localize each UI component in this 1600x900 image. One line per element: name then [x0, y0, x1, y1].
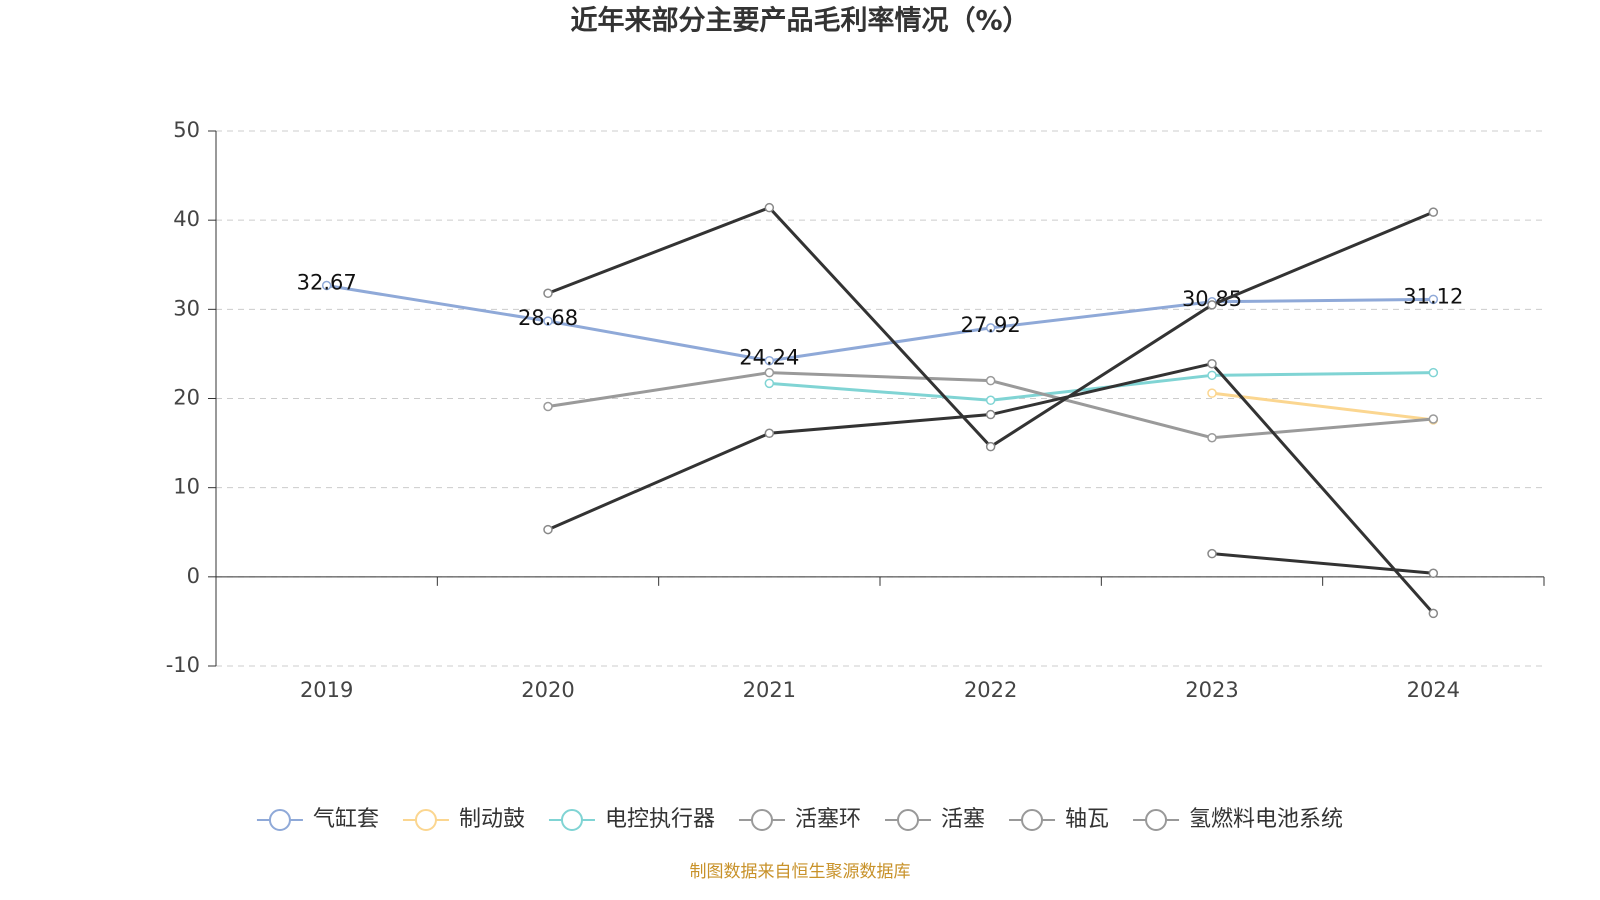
- data-point: [543, 401, 553, 412]
- data-point: [543, 288, 553, 299]
- legend-icon: [1021, 809, 1044, 831]
- y-tick-label: 0: [187, 564, 200, 588]
- data-point: [321, 280, 332, 291]
- legend-icon: [268, 809, 291, 831]
- data-point: [1428, 207, 1439, 217]
- data-point: [1207, 548, 1217, 559]
- data-point: [985, 441, 996, 452]
- legend-label: 制动鼓: [459, 807, 525, 832]
- x-tick-label: 2024: [1407, 678, 1460, 702]
- data-point: [1207, 388, 1217, 398]
- data-point: [1428, 294, 1439, 305]
- x-tick-label: 2019: [300, 678, 353, 702]
- data-point: [985, 395, 996, 406]
- data-point: [1428, 568, 1439, 579]
- chart-title: 近年来部分主要产品毛利率情况（%）: [570, 5, 1029, 37]
- legend: 气缸套 制动鼓 电控执行器 活塞环 活塞 轴瓦 氢燃料电池系统: [256, 807, 1343, 832]
- data-label: 24.24: [739, 346, 799, 370]
- data-point: [985, 375, 996, 386]
- y-tick-label: 40: [173, 207, 200, 231]
- legend-label: 气缸套: [313, 807, 379, 832]
- data-point: [1207, 300, 1217, 310]
- data-point: [764, 202, 775, 213]
- data-point: [1428, 414, 1439, 424]
- data-label: 32.67: [297, 271, 357, 295]
- data-label: 27.92: [961, 313, 1021, 337]
- data-point: [1207, 432, 1217, 443]
- legend-icon: [414, 809, 437, 831]
- data-point: [1207, 358, 1217, 369]
- legend-icon: [1145, 809, 1168, 831]
- y-tick-label: 20: [173, 386, 200, 410]
- data-point: [985, 323, 996, 333]
- source-note: 制图数据来自恒生聚源数据库: [690, 862, 911, 882]
- data-point: [985, 409, 996, 420]
- x-tick-label: 2023: [1185, 678, 1238, 702]
- x-tick-label: 2020: [521, 678, 574, 702]
- data-point: [764, 355, 775, 366]
- data-label: 31.12: [1403, 284, 1463, 308]
- legend-label: 氢燃料电池系统: [1189, 807, 1343, 832]
- x-tick-label: 2022: [964, 678, 1017, 702]
- series-line: [1211, 552, 1434, 575]
- series-line: [326, 284, 1434, 363]
- y-tick-label: -10: [166, 653, 200, 677]
- data-point: [543, 524, 553, 535]
- legend-label: 电控执行器: [605, 807, 715, 832]
- legend-icon: [750, 809, 773, 831]
- data-point: [764, 367, 775, 378]
- data-point: [1207, 370, 1217, 381]
- y-tick-label: 30: [173, 296, 200, 320]
- data-point: [1428, 367, 1439, 378]
- legend-label: 活塞: [941, 807, 985, 832]
- data-point: [764, 428, 775, 439]
- data-point: [543, 316, 553, 326]
- legend-icon: [897, 809, 920, 831]
- y-tick-label: 50: [173, 118, 200, 142]
- legend-label: 轴瓦: [1065, 807, 1109, 832]
- series-line: [1211, 391, 1434, 422]
- y-tick-label: 10: [173, 475, 200, 499]
- data-point: [1428, 608, 1439, 619]
- x-tick-label: 2021: [743, 678, 796, 702]
- data-label: 28.68: [518, 306, 578, 330]
- legend-label: 活塞环: [795, 807, 861, 832]
- legend-icon: [560, 809, 583, 831]
- data-point: [764, 378, 775, 389]
